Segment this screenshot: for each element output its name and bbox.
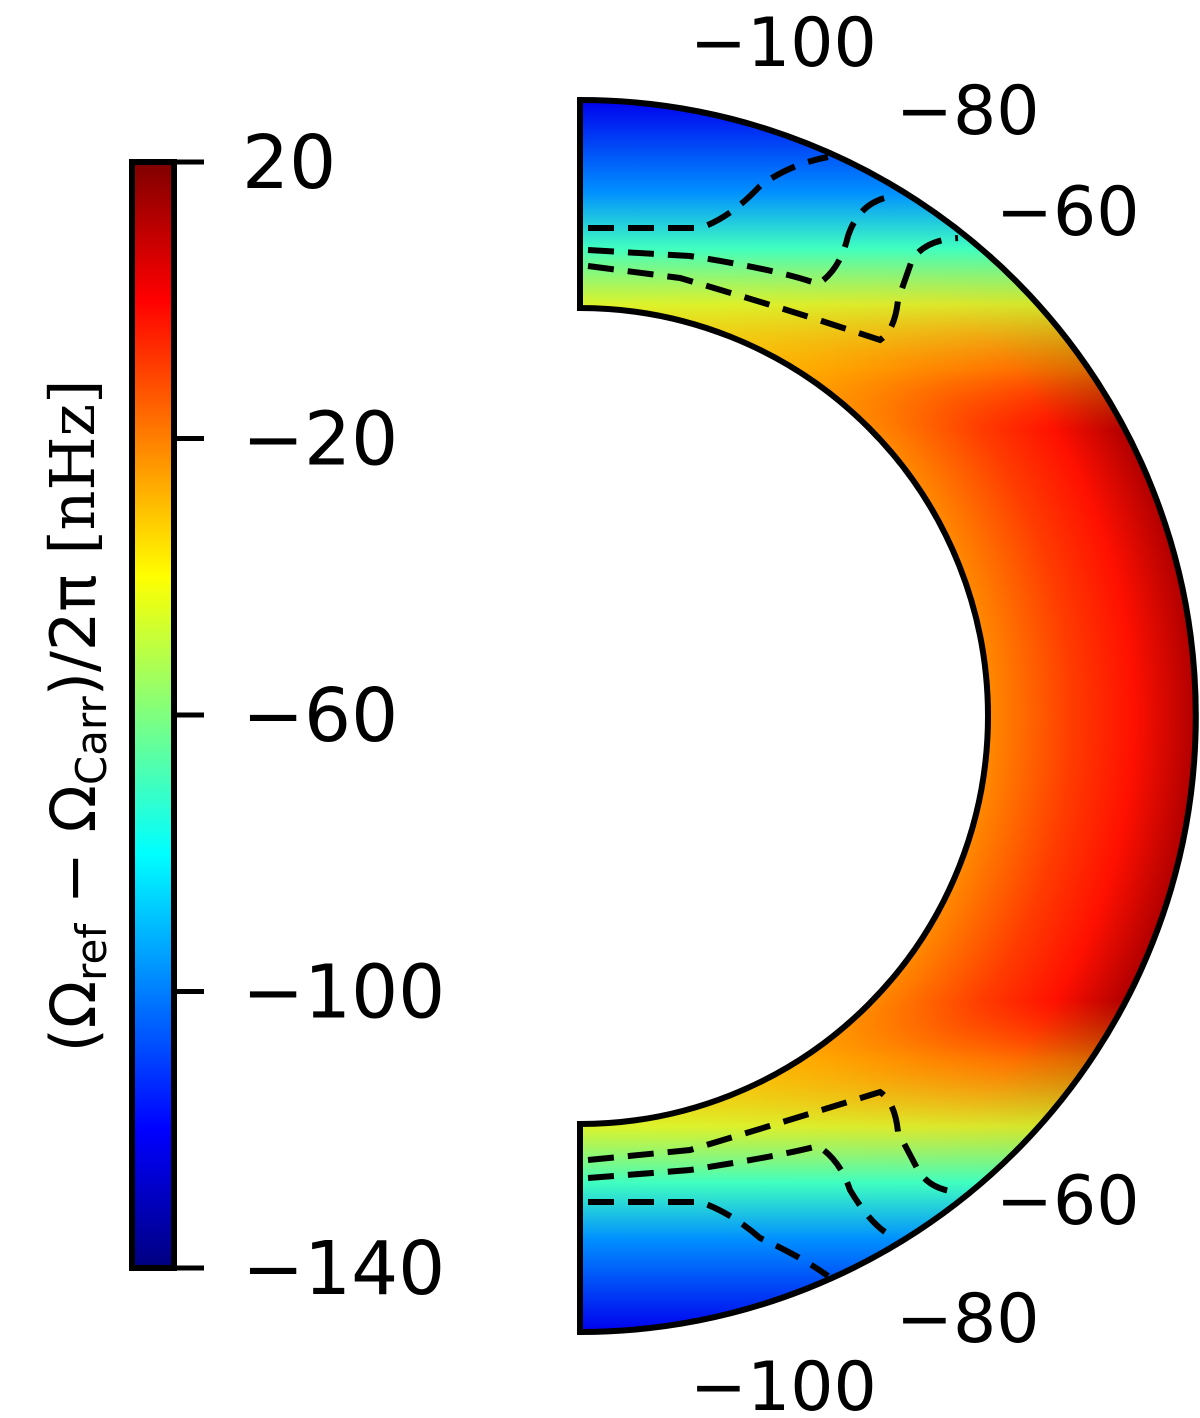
colorbar: 20 −20 −60 −100 −140 — [129, 120, 445, 1312]
colorbar-ticks: 20 −20 −60 −100 −140 — [174, 120, 445, 1312]
colorbar-fill — [132, 162, 174, 1268]
label-subscript-carr: Carr — [67, 695, 116, 785]
contour-label-south-100: −100 — [690, 1348, 877, 1418]
contour-line-south-2 — [587, 1142, 887, 1235]
colorbar-tick-label: −60 — [242, 673, 398, 759]
contour-line-north-1 — [588, 154, 829, 231]
contour-label-north-80: −80 — [896, 72, 1040, 151]
contour-line-south-1 — [587, 1088, 959, 1195]
contour-label-north-60: −60 — [996, 173, 1140, 252]
shell-outline — [577, 96, 1199, 1336]
contour-line-north-3 — [587, 235, 959, 344]
label-unit: [nHz] — [36, 380, 109, 575]
meridional-shell-heatmap — [577, 96, 1199, 1336]
contour-line-north-2 — [587, 193, 896, 288]
label-part-2: − Ω — [37, 785, 110, 924]
colorbar-tick-label: 20 — [242, 120, 336, 206]
colorbar-tick-label: −140 — [242, 1226, 445, 1312]
contour-label-south-80: −80 — [896, 1280, 1040, 1359]
colorbar-axis-label: (Ωref − ΩCarr)/2π [nHz] — [36, 380, 115, 1053]
contour-line-south-3 — [588, 1199, 830, 1279]
label-part-3: )/2π — [37, 574, 110, 696]
contour-label-north-100: −100 — [690, 4, 877, 83]
label-part-1: (Ω — [37, 981, 110, 1053]
colorbar-tick-label: −20 — [242, 397, 398, 483]
label-subscript-ref: ref — [67, 923, 116, 981]
colorbar-tick-label: −100 — [242, 950, 445, 1036]
contour-label-south-60: −60 — [996, 1162, 1140, 1241]
